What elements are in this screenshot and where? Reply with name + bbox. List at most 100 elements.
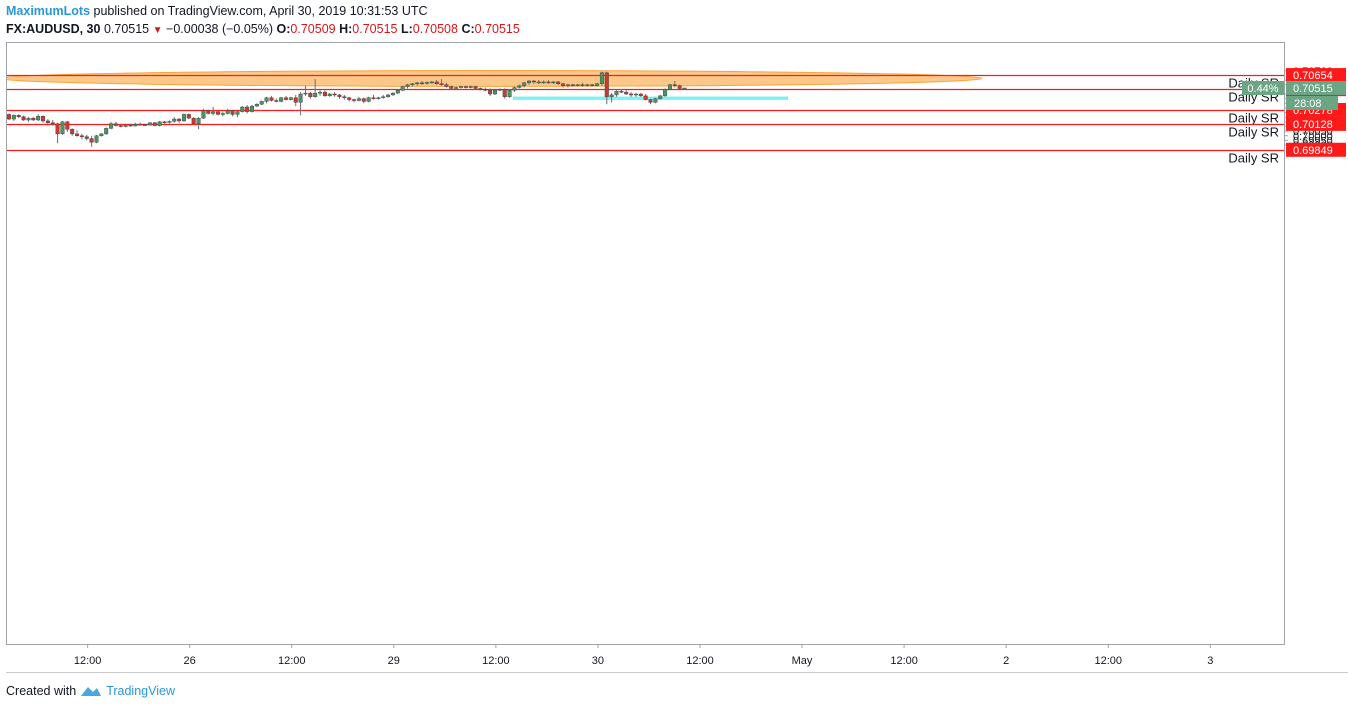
candle <box>45 119 50 126</box>
candle <box>196 117 201 130</box>
candle <box>322 90 327 97</box>
candle <box>118 123 123 128</box>
candle <box>201 108 206 120</box>
time-tick-label: 12:00 <box>686 655 714 667</box>
candle <box>667 83 672 91</box>
candle-body <box>84 136 89 139</box>
candle-body <box>16 115 21 117</box>
candle-body <box>643 95 648 100</box>
candle-body <box>259 101 264 105</box>
candle-body <box>94 135 99 143</box>
candle-body <box>536 81 541 84</box>
candle-body <box>356 98 361 101</box>
candle <box>313 79 318 98</box>
published-text: published on TradingView.com, April 30, … <box>93 4 428 18</box>
low-value: 0.70508 <box>412 22 458 36</box>
candle-body <box>580 84 585 86</box>
author-name[interactable]: MaximumLots <box>6 4 91 18</box>
candle <box>541 80 546 84</box>
candle-body <box>128 124 133 127</box>
candle <box>11 114 16 121</box>
candle-body <box>595 83 600 86</box>
candle <box>599 71 604 86</box>
candle-body <box>172 118 177 122</box>
candle <box>138 122 143 126</box>
candle-body <box>167 121 172 123</box>
last-price-badge-text: 0.70515 <box>1293 83 1333 95</box>
candle-body <box>517 85 522 88</box>
candle-body <box>658 95 663 99</box>
candle <box>405 83 410 89</box>
time-tick-label: 30 <box>592 655 604 667</box>
candle-body <box>502 89 507 97</box>
candle-body <box>395 90 400 94</box>
candle <box>493 89 498 95</box>
candle-body <box>147 122 152 126</box>
candle-body <box>298 93 303 103</box>
candle <box>157 120 162 127</box>
candle <box>269 95 274 102</box>
candle <box>488 88 493 96</box>
candle-body <box>118 125 123 127</box>
candle-body <box>303 92 308 95</box>
candle-body <box>249 105 254 112</box>
ohlc-line: FX:AUDUSD, 30 0.70515 ▼ −0.00038 (−0.05%… <box>6 22 520 36</box>
open-value: 0.70509 <box>290 22 336 36</box>
candle-body <box>541 81 546 84</box>
candle <box>614 90 619 97</box>
candle <box>332 92 337 97</box>
candle <box>162 120 167 124</box>
time-axis[interactable]: 12:00 26 12:00 29 12:00 30 12:00 May 12:00 2 12:00… <box>74 644 1213 667</box>
plot-border <box>6 42 1285 645</box>
created-with-text: Created with <box>6 684 77 698</box>
candle-body <box>376 97 381 99</box>
candle <box>186 113 191 120</box>
candle-body <box>410 83 415 85</box>
candle <box>551 81 556 84</box>
candle <box>60 120 65 135</box>
bar-countdown-bg <box>1286 95 1338 110</box>
last-value: 0.70515 <box>103 22 150 36</box>
candle <box>172 117 177 123</box>
candle-body <box>31 117 36 121</box>
candle <box>245 105 250 114</box>
candle-body <box>50 122 55 124</box>
candle <box>468 85 473 89</box>
candle-body <box>497 89 502 91</box>
candle <box>420 81 425 85</box>
sr-label: Daily SR <box>1228 151 1279 166</box>
candle <box>580 82 585 87</box>
candle-body <box>264 97 269 102</box>
candle <box>31 117 36 121</box>
candle-body <box>70 129 75 135</box>
candle <box>177 118 182 123</box>
candle <box>279 96 284 103</box>
candle-body <box>667 84 672 90</box>
candle <box>561 82 566 88</box>
candle-body <box>361 98 366 102</box>
tradingview-brand[interactable]: TradingView <box>106 684 175 698</box>
candle-body <box>420 82 425 85</box>
candle-body <box>575 84 580 86</box>
candle-body <box>284 97 289 100</box>
bar-countdown-text: 28:08 <box>1294 98 1322 110</box>
candle-body <box>512 87 517 91</box>
candle-body <box>468 86 473 88</box>
resistance-ellipse-layer <box>6 70 983 87</box>
sr-price-badge: 0.69849 <box>1286 142 1346 157</box>
candle <box>595 82 600 87</box>
candle <box>361 97 366 104</box>
last-price-badge: 0.70515 <box>1286 80 1346 95</box>
candle-body <box>65 121 70 130</box>
bar-countdown: 28:08 <box>1286 95 1338 110</box>
candle <box>128 123 133 127</box>
candle-body <box>619 91 624 93</box>
candle <box>327 93 332 97</box>
candle-body <box>381 96 386 98</box>
candle-body <box>483 89 488 91</box>
candle-body <box>677 85 682 89</box>
tradingview-logo-icon <box>81 687 102 696</box>
candle-body <box>220 113 225 115</box>
sr-label: Daily SR <box>1228 125 1279 140</box>
